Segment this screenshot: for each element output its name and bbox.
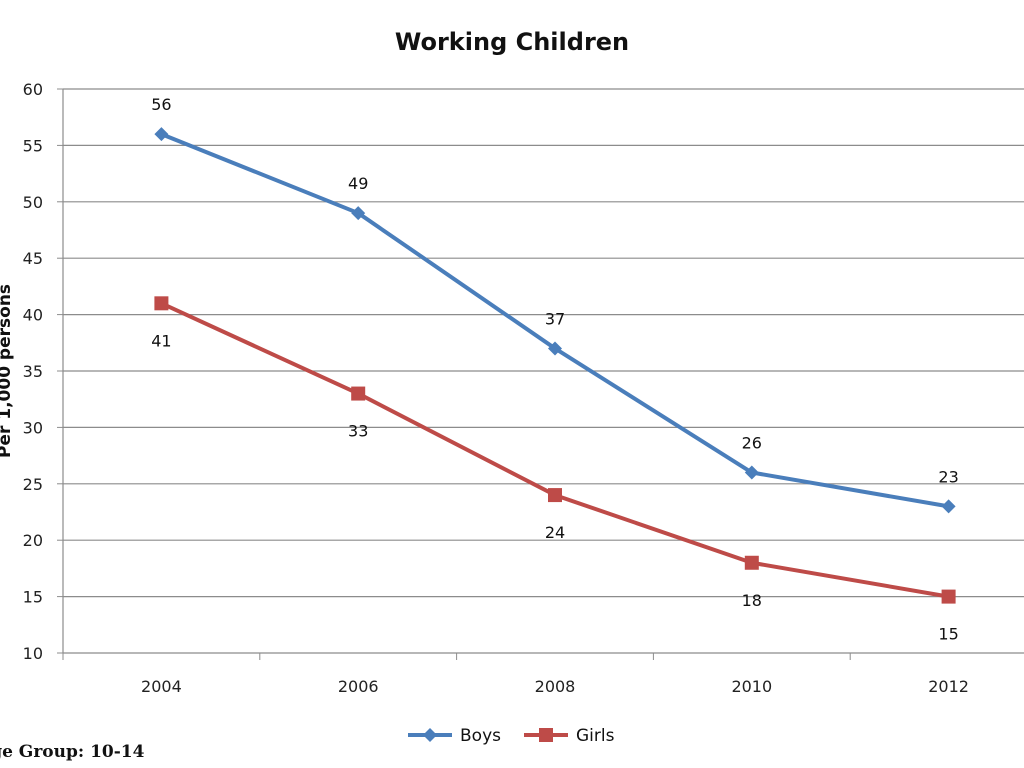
legend: Boys Girls: [408, 726, 615, 746]
legend-item-boys: Boys: [408, 726, 501, 746]
legend-label: Boys: [460, 726, 501, 746]
data-point-marker: [154, 127, 169, 142]
x-tick-label: 2010: [731, 677, 772, 696]
data-label: 26: [742, 434, 762, 453]
data-point-marker: [744, 555, 759, 570]
legend-label: Girls: [576, 726, 615, 746]
y-tick-label: 15: [23, 588, 43, 607]
age-group-note: Age Group: 10-14: [0, 742, 145, 762]
data-label: 15: [938, 625, 958, 644]
chart-title: Working Children: [395, 28, 629, 56]
y-tick-label: 40: [23, 306, 43, 325]
data-point-marker: [154, 296, 169, 311]
y-tick-label: 30: [23, 418, 43, 437]
data-point-marker: [351, 206, 366, 221]
data-point-marker: [744, 465, 759, 480]
data-label: 56: [151, 95, 171, 114]
data-label: 33: [348, 422, 368, 441]
y-tick-label: 25: [23, 475, 43, 494]
x-tick-label: 2004: [141, 677, 182, 696]
y-tick-label: 45: [23, 249, 43, 268]
data-label: 37: [545, 309, 565, 328]
y-axis-label: Per 1,000 persons: [0, 284, 15, 458]
data-point-marker: [548, 488, 562, 503]
data-label: 24: [545, 523, 565, 542]
y-tick-label: 50: [23, 193, 43, 212]
data-label: 18: [742, 591, 762, 610]
data-label: 23: [938, 467, 958, 486]
y-tick-label: 35: [23, 362, 43, 381]
y-tick-label: 20: [23, 531, 43, 550]
x-tick-label: 2006: [338, 677, 379, 696]
data-label: 49: [348, 174, 368, 193]
y-tick-label: 55: [23, 136, 43, 155]
y-tick-label: 60: [23, 80, 43, 99]
series-girls: 41 33 24 18 15: [151, 296, 959, 644]
x-tick-label: 2012: [928, 677, 969, 696]
legend-item-girls: Girls: [524, 726, 615, 746]
legend-marker: [423, 728, 437, 742]
y-tick-label: 10: [23, 644, 43, 663]
data-label: 41: [151, 331, 171, 350]
data-point-marker: [351, 386, 366, 401]
data-point-marker: [941, 499, 956, 514]
legend-marker: [539, 728, 553, 742]
series-boys: 56 49 37 26 23: [151, 95, 959, 514]
x-tick-label: 2008: [535, 677, 576, 696]
data-point-marker: [548, 341, 562, 356]
data-point-marker: [941, 589, 956, 604]
